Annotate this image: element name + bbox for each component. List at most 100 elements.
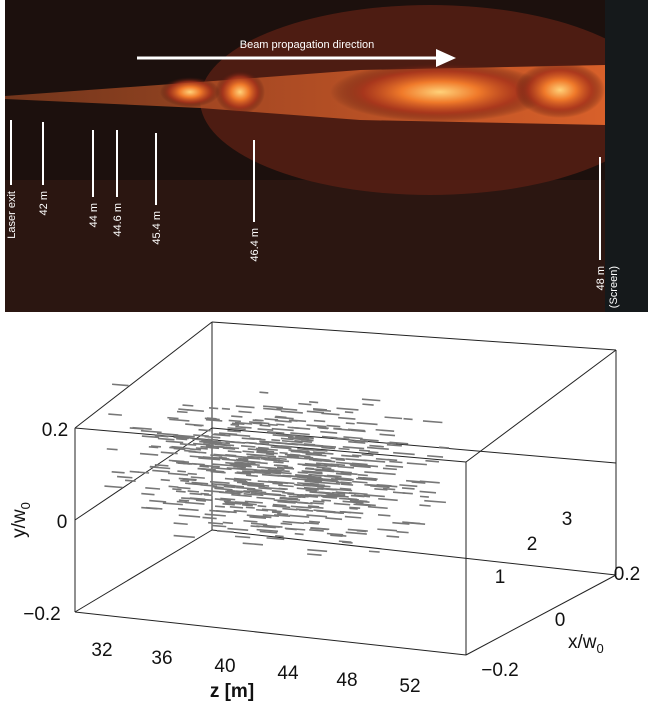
- trace-dash: [222, 503, 235, 506]
- z-tick-label: 44: [277, 663, 299, 684]
- trace-dash: [291, 419, 307, 423]
- trace-dash: [149, 499, 167, 503]
- trace-dash: [387, 458, 398, 462]
- trace-dash: [262, 514, 279, 518]
- trace-dash: [235, 425, 252, 429]
- trace-dash: [377, 514, 391, 517]
- trace-dash: [264, 418, 279, 421]
- trace-dash: [316, 466, 332, 470]
- trace-dash: [282, 520, 305, 525]
- y-tick-label: 0: [57, 512, 68, 533]
- trace-dash: [338, 540, 352, 543]
- trace-dash: [227, 427, 246, 431]
- trace-dash: [313, 419, 326, 423]
- trace-dash: [319, 491, 334, 495]
- photo-title: Beam propagation direction: [240, 39, 375, 51]
- trace-dash: [275, 464, 289, 467]
- trace-dash: [313, 408, 332, 412]
- trace-dash: [349, 499, 370, 503]
- trace-dash: [108, 413, 122, 416]
- trace-dash: [303, 521, 319, 525]
- z-tick-label: 52: [399, 676, 420, 697]
- trace-dash: [238, 410, 252, 414]
- trace-dash: [292, 477, 312, 481]
- trace-dash: [255, 447, 278, 451]
- trace-dash: [344, 515, 362, 519]
- trace-dash: [258, 470, 275, 474]
- trace-dash: [199, 464, 220, 468]
- trace-dash: [104, 485, 123, 489]
- trace-dash: [357, 473, 368, 477]
- trace-dash: [257, 480, 280, 484]
- trace-dash: [235, 405, 255, 409]
- depth-label: 3: [562, 509, 573, 530]
- trace-dash: [129, 427, 144, 430]
- trace-dash: [197, 467, 216, 471]
- trace-dash: [202, 456, 221, 460]
- trace-dash: [259, 424, 271, 427]
- trace-dash: [349, 506, 361, 510]
- trace-dash: [231, 422, 245, 426]
- trace-dash: [296, 449, 310, 453]
- box-edge: [74, 611, 467, 656]
- z-tick-label: 36: [151, 648, 172, 669]
- trace-dash: [275, 442, 292, 445]
- label-sub: 0: [18, 502, 33, 509]
- trace-dash: [236, 481, 258, 485]
- y-axis-label: y/w0: [9, 502, 33, 538]
- trace-dash: [181, 508, 199, 512]
- trace-dash: [225, 453, 237, 457]
- trace-dash: [295, 474, 312, 477]
- trace-dash: [184, 449, 196, 453]
- trace-dash: [280, 497, 290, 500]
- trace-dash: [297, 447, 315, 451]
- trace-dash: [157, 437, 175, 441]
- trace-dash: [177, 470, 186, 473]
- trace-dash: [301, 438, 314, 442]
- trace-dash: [249, 516, 267, 519]
- trace-dash: [141, 435, 160, 439]
- trace-dash: [357, 476, 378, 480]
- trace-dash: [178, 499, 190, 502]
- trace-dash: [368, 550, 380, 553]
- trace-dash: [262, 405, 283, 409]
- trace-dash: [377, 528, 398, 532]
- trace-dash: [250, 483, 270, 487]
- trace-dash: [321, 435, 338, 439]
- trace-dash: [140, 429, 162, 434]
- trace-dash: [176, 437, 188, 441]
- trace-dash: [363, 494, 385, 498]
- trace-dash: [212, 483, 231, 487]
- trace-dash: [257, 446, 269, 450]
- beam-photo: Beam propagation direction Laser exit 42 …: [5, 0, 648, 312]
- trace-dash: [272, 505, 291, 509]
- trace-dash: [224, 501, 242, 505]
- trace-dash: [273, 461, 284, 464]
- trace-dash: [336, 407, 359, 411]
- trace-dash: [209, 446, 220, 450]
- trace-dash: [322, 468, 335, 471]
- trace-dash: [112, 383, 129, 387]
- trace-dash: [356, 529, 367, 533]
- trace-dash: [352, 465, 371, 469]
- trace-dash: [236, 486, 256, 490]
- trace-dash: [280, 522, 293, 526]
- trace-dash: [175, 435, 190, 439]
- trace-dash: [288, 495, 301, 499]
- trace-dash: [150, 445, 162, 448]
- trace-dash: [271, 511, 281, 514]
- trace-dash: [293, 475, 314, 479]
- trace-dash: [335, 472, 352, 476]
- trace-dash: [356, 422, 378, 426]
- trace-dash: [193, 498, 212, 501]
- trace-dash: [246, 514, 265, 518]
- trace-dash: [280, 437, 294, 441]
- trace-dash: [351, 462, 368, 466]
- trace-dash: [333, 427, 342, 430]
- trace-dash: [219, 498, 231, 502]
- trace-dash: [419, 504, 431, 507]
- trace-dash: [203, 493, 213, 497]
- trace-dash: [331, 470, 344, 473]
- trace-dash: [171, 445, 183, 449]
